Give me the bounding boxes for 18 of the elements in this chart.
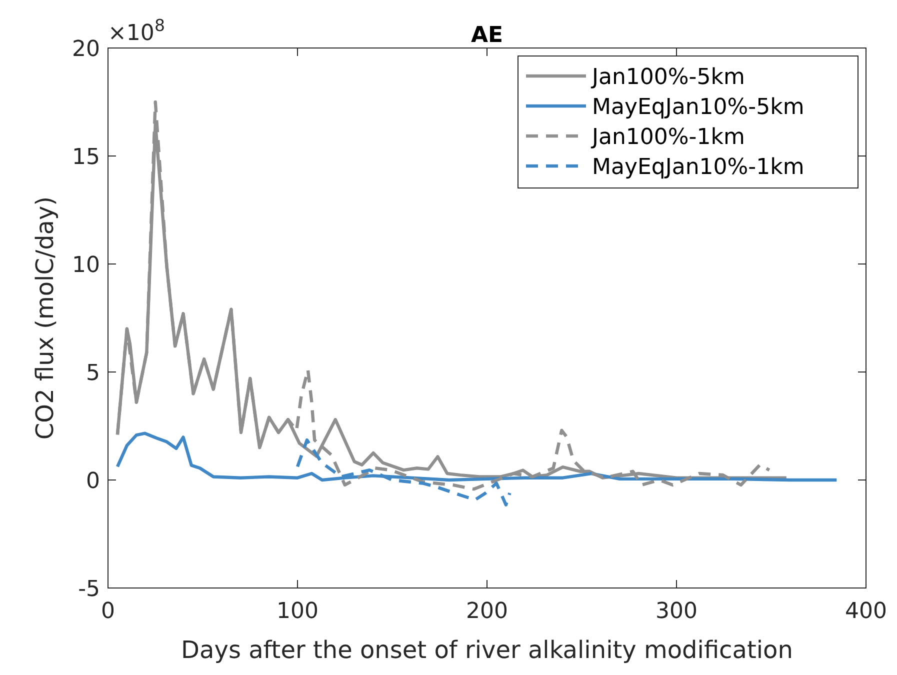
y-tick-label: 5 (86, 361, 100, 386)
x-axis-title: Days after the onset of river alkalinity modification (181, 636, 793, 664)
legend-label: MayEqJan10%-1km (592, 155, 804, 180)
text: ×10$^{8}$ (108, 16, 165, 46)
y-tick-label: 15 (72, 145, 100, 170)
x-tick-label: 100 (276, 599, 318, 624)
x-tick-label: 400 (845, 599, 887, 624)
x-tick-label: 300 (656, 599, 698, 624)
y-tick-label: -5 (78, 577, 100, 602)
legend-label: MayEqJan10%-5km (592, 95, 804, 120)
legend-label: Jan100%-1km (590, 125, 745, 150)
x-tick-label: 200 (466, 599, 508, 624)
y-axis-title: CO2 flux (molC/day) (31, 196, 59, 440)
y-tick-label: 20 (72, 37, 100, 62)
chart-title: AE (470, 23, 504, 48)
y-tick-label: 0 (86, 469, 100, 494)
legend-label: Jan100%-5km (590, 65, 745, 90)
y-tick-label: 10 (72, 253, 100, 278)
